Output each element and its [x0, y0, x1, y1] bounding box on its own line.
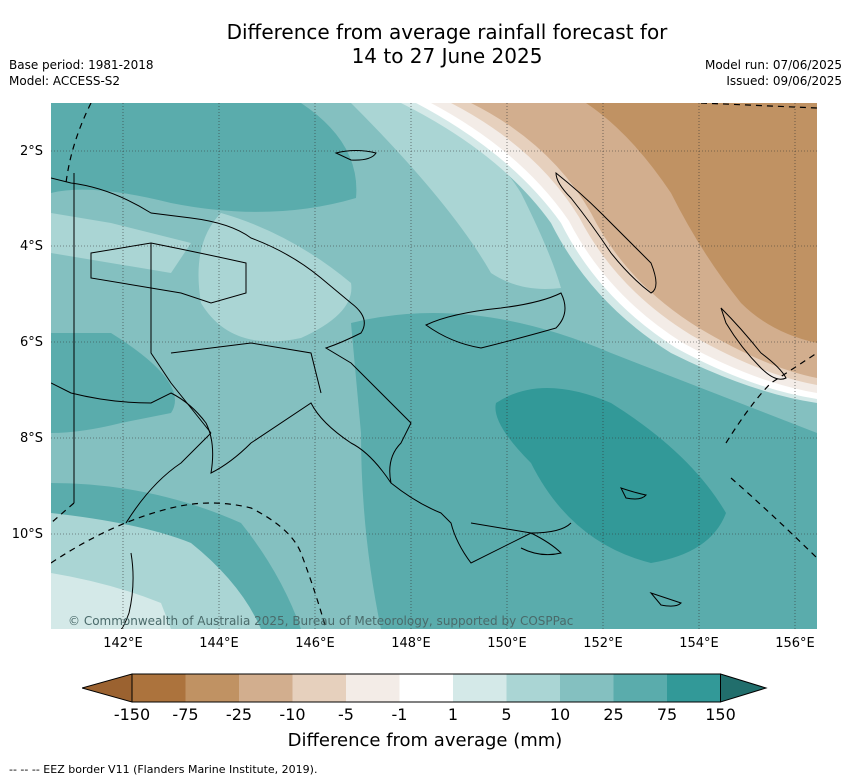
graticule — [51, 103, 817, 629]
colorbar-tick: -75 — [172, 705, 199, 724]
lat-label-4s: 4°S — [19, 239, 43, 254]
colorbar-tick: -25 — [225, 705, 253, 724]
model-run: Model run: 07/06/2025 — [704, 58, 842, 72]
lon-label-146e: 146°E — [295, 636, 335, 651]
colorbar-tick: 10 — [549, 705, 571, 724]
colorbar-seg-4 — [292, 674, 346, 702]
map-area — [51, 103, 817, 629]
lat-label-8s: 8°S — [19, 431, 43, 446]
lon-label-154e: 154°E — [679, 636, 719, 651]
colorbar-tick: -150 — [113, 705, 151, 724]
lon-label-152e: 152°E — [583, 636, 623, 651]
title-line-2: 14 to 27 June 2025 — [351, 44, 543, 68]
colorbar-tick: 5 — [501, 705, 512, 724]
copyright-notice: © Commonwealth of Australia 2025, Bureau… — [68, 614, 574, 628]
colorbar-seg-9 — [560, 674, 614, 702]
model-name: Model: ACCESS-S2 — [9, 74, 121, 88]
colorbar-seg-6 — [399, 674, 453, 702]
colorbar-seg-5 — [346, 674, 400, 702]
colorbar-label: Difference from average (mm) — [287, 730, 563, 751]
colorbar-tick: 25 — [603, 705, 624, 724]
band-25-75-west — [51, 333, 175, 433]
colorbar-tick: -5 — [338, 705, 354, 724]
base-period: Base period: 1981-2018 — [9, 58, 154, 72]
meta-left: Base period: 1981-2018 Model: ACCESS-S2 — [9, 57, 154, 89]
band-5-10-northwest — [51, 213, 191, 273]
colorbar-seg-1 — [132, 674, 186, 702]
band-1-5-south — [51, 573, 171, 629]
colorbar-tick: -10 — [279, 705, 306, 724]
colorbar-tick: 75 — [656, 705, 678, 724]
band-75-150 — [495, 388, 726, 563]
colorbar-seg-11 — [667, 674, 721, 702]
eez-borders — [51, 103, 817, 629]
colorbar-seg-7 — [453, 674, 507, 702]
lat-label-10s: 10°S — [11, 527, 43, 542]
colorbar-svg — [80, 673, 768, 703]
lat-label-6s: 6°S — [19, 335, 43, 350]
band-25-75-north — [51, 103, 357, 212]
lat-label-2s: 2°S — [19, 144, 43, 159]
colorbar-seg-8 — [506, 674, 560, 702]
colorbar-seg-2 — [185, 674, 239, 702]
eez-footer-note: -- -- -- EEZ border V11 (Flanders Marine… — [9, 763, 318, 776]
rainfall-map — [51, 103, 817, 629]
colorbar-seg-10 — [613, 674, 667, 702]
lon-label-142e: 142°E — [103, 636, 143, 651]
coastlines — [51, 150, 787, 629]
colorbar-extend-low — [80, 673, 133, 703]
colorbar-outline — [131, 673, 721, 703]
lon-label-156e: 156°E — [775, 636, 815, 651]
colorbar-extend-high — [720, 673, 768, 703]
lon-label-150e: 150°E — [487, 636, 527, 651]
lon-label-144e: 144°E — [199, 636, 239, 651]
issued-date: Issued: 09/06/2025 — [726, 74, 842, 88]
band-5-10-northeast — [351, 103, 561, 289]
colorbar-tick: -1 — [391, 705, 408, 724]
title-line-1: Difference from average rainfall forecas… — [226, 20, 668, 44]
colorbar-tick: 150 — [705, 705, 736, 724]
map-title: Difference from average rainfall forecas… — [0, 20, 850, 68]
band-5-10-highlands — [198, 213, 352, 342]
colorbar-tick: 1 — [447, 705, 459, 724]
colorbar-seg-3 — [239, 674, 293, 702]
meta-right: Model run: 07/06/2025 Issued: 09/06/2025 — [705, 57, 842, 89]
lon-label-148e: 148°E — [391, 636, 431, 651]
band-minus75-minus25 — [586, 103, 817, 343]
colorbar — [80, 672, 768, 708]
